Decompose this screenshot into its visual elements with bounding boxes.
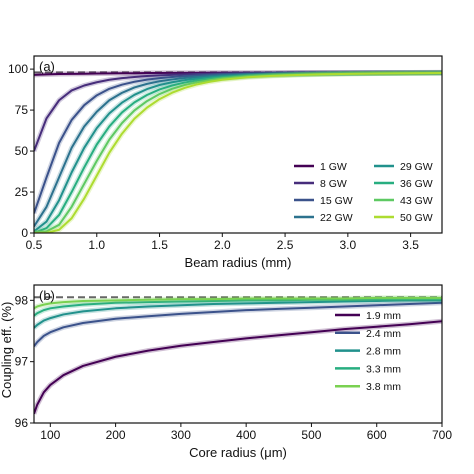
series-line-3.8-mm [34,296,442,310]
x-tick-label: 300 [171,428,191,442]
y-tick-label: 100 [8,62,28,76]
x-tick-label: 2.0 [214,238,231,252]
legend-entry: 1 GW [320,161,347,173]
x-tick-label: 100 [40,428,60,442]
y-axis-label: Coupling eff. (%) [0,302,14,399]
y-tick-label: 96 [15,416,29,430]
series-line-3.3-mm [34,298,442,317]
legend-entry: 22 GW [320,212,353,224]
y-tick-label: 98 [15,293,29,307]
y-tick-label: 97 [15,355,29,369]
y-tick-label: 0 [21,226,28,240]
x-tick-label: 700 [432,428,452,442]
legend-entry: 3.8 mm [366,381,401,393]
y-tick-label: 25 [15,185,29,199]
legend-entry: 43 GW [400,195,433,207]
legend-entry: 50 GW [400,212,433,224]
legend-entry: 36 GW [400,178,433,190]
x-tick-label: 400 [236,428,256,442]
x-tick-label: 3.0 [340,238,357,252]
x-tick-label: 2.5 [277,238,294,252]
x-axis-label: Core radius (μm) [189,445,287,460]
x-tick-label: 3.5 [402,238,419,252]
series-line-1.9-mm [34,320,442,415]
axes-frame [33,55,443,234]
x-tick-label: 0.5 [26,238,43,252]
legend-entry: 3.3 mm [366,363,401,375]
y-tick-label: 50 [15,144,29,158]
legend-entry: 15 GW [320,195,353,207]
panel-label: (a) [39,59,55,74]
series-line-50-gw [34,72,442,233]
legend-entry: 2.4 mm [366,328,401,340]
x-axis-label: Beam radius (mm) [185,255,292,270]
legend-entry: 29 GW [400,161,433,173]
x-tick-label: 200 [106,428,126,442]
x-tick-label: 600 [367,428,387,442]
series-line-2.4-mm [34,301,442,347]
legend-entry: 1.9 mm [366,310,401,322]
x-tick-label: 500 [301,428,321,442]
axes-frame [33,284,443,424]
legend-entry: 2.8 mm [366,346,401,358]
panel-b: 100 200 300 400 500 600 700 96 97 98 (b) Core radiu… [15,284,452,460]
legend-entry: 8 GW [320,178,347,190]
panel-label: (b) [39,288,55,303]
panel-a: 0.5 1.0 1.5 2.0 2.5 3.0 3.5 0 25 50 75 100 (a) Beam r… [8,55,443,270]
series-line-2.8-mm [34,299,442,329]
x-tick-label: 1.0 [88,238,105,252]
x-tick-label: 1.5 [151,238,168,252]
y-tick-label: 75 [15,103,29,117]
